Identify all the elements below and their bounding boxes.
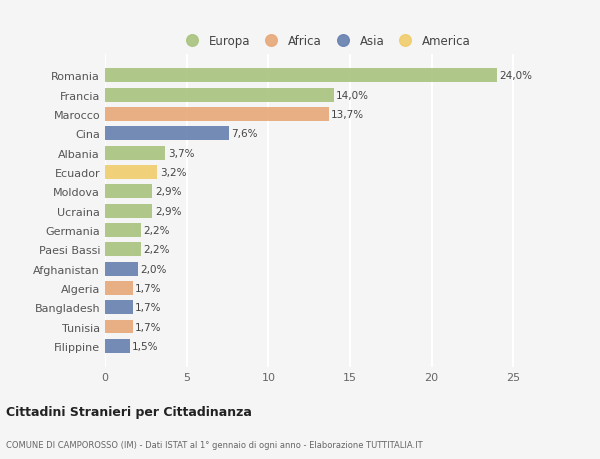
Text: 2,9%: 2,9% xyxy=(155,187,181,197)
Text: 3,2%: 3,2% xyxy=(160,168,186,178)
Bar xyxy=(105,320,133,334)
Text: 14,0%: 14,0% xyxy=(336,90,369,101)
Text: COMUNE DI CAMPOROSSO (IM) - Dati ISTAT al 1° gennaio di ogni anno - Elaborazione: COMUNE DI CAMPOROSSO (IM) - Dati ISTAT a… xyxy=(6,441,422,449)
Text: 2,2%: 2,2% xyxy=(143,225,170,235)
Text: 3,7%: 3,7% xyxy=(168,148,194,158)
Text: 1,7%: 1,7% xyxy=(135,283,162,293)
Bar xyxy=(105,301,133,314)
Text: 7,6%: 7,6% xyxy=(232,129,258,139)
Text: 1,7%: 1,7% xyxy=(135,302,162,313)
Text: 24,0%: 24,0% xyxy=(499,71,532,81)
Text: 2,9%: 2,9% xyxy=(155,206,181,216)
Text: 13,7%: 13,7% xyxy=(331,110,364,120)
Bar xyxy=(105,146,166,160)
Bar xyxy=(105,89,334,102)
Text: 1,5%: 1,5% xyxy=(132,341,158,351)
Bar xyxy=(105,262,137,276)
Legend: Europa, Africa, Asia, America: Europa, Africa, Asia, America xyxy=(176,30,475,52)
Bar xyxy=(105,204,152,218)
Bar xyxy=(105,281,133,295)
Bar xyxy=(105,108,329,122)
Text: 2,2%: 2,2% xyxy=(143,245,170,255)
Bar xyxy=(105,166,157,179)
Text: Cittadini Stranieri per Cittadinanza: Cittadini Stranieri per Cittadinanza xyxy=(6,405,252,419)
Bar xyxy=(105,243,141,257)
Bar xyxy=(105,339,130,353)
Bar xyxy=(105,127,229,141)
Bar xyxy=(105,185,152,199)
Text: 2,0%: 2,0% xyxy=(140,264,166,274)
Bar xyxy=(105,224,141,237)
Text: 1,7%: 1,7% xyxy=(135,322,162,332)
Bar xyxy=(105,69,497,83)
